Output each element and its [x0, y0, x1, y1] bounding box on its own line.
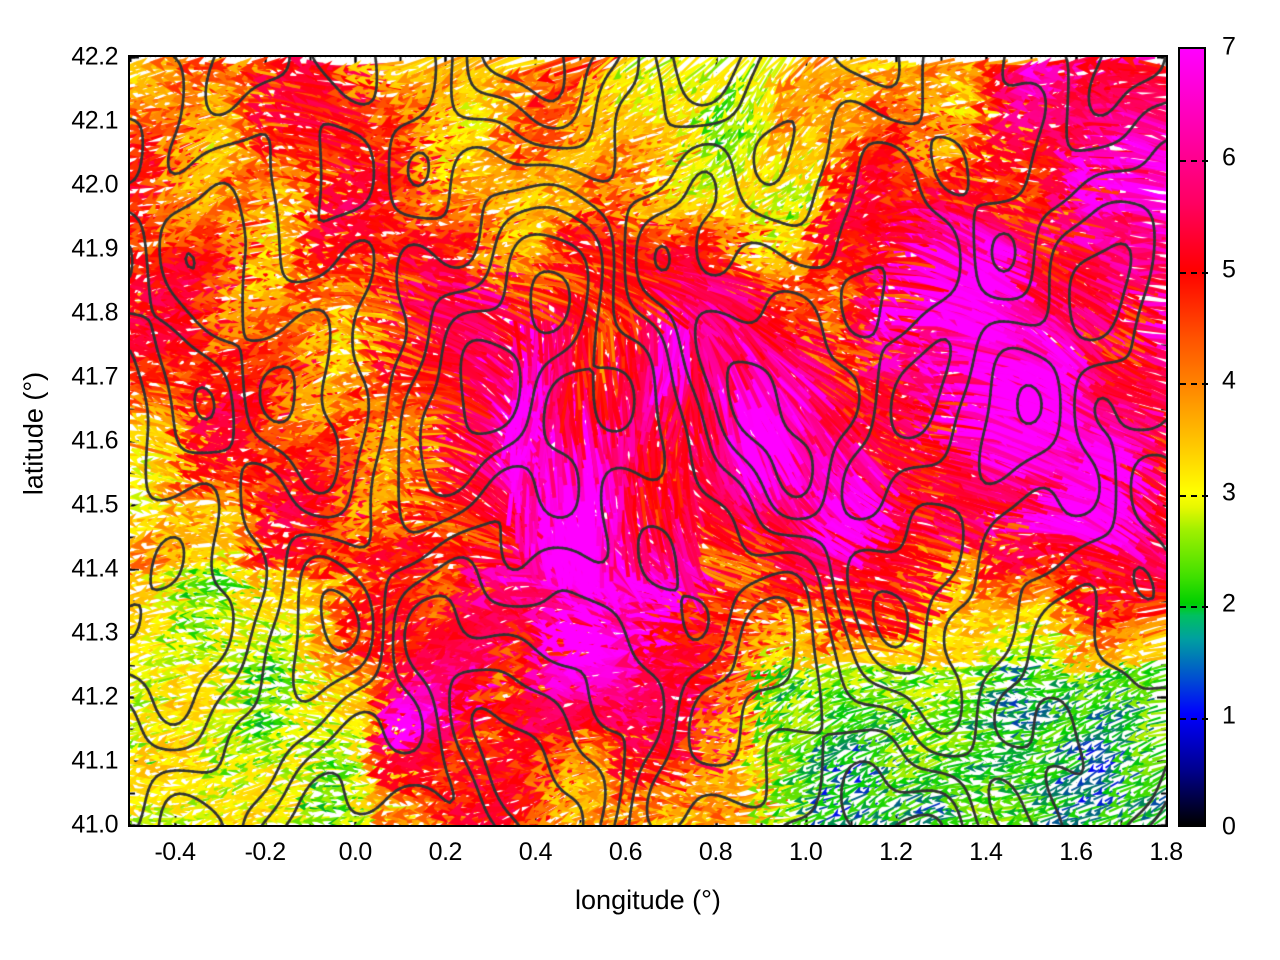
y-tick-label: 41.9: [71, 234, 118, 263]
colorbar-tick: [1180, 606, 1208, 609]
colorbar-tick-label: 5: [1222, 255, 1236, 284]
y-tick-label: 41.2: [71, 682, 118, 711]
colorbar-tick: [1180, 160, 1208, 163]
x-tick-label: -0.2: [244, 838, 287, 866]
colorbar-tick-label: 2: [1222, 589, 1236, 618]
x-tick-label: 0.6: [608, 838, 643, 866]
colorbar-tick-labels: 0 1 2 3 4 5 6 7: [1222, 33, 1262, 841]
y-tick-label: 41.0: [71, 810, 118, 839]
x-tick-label: 1.4: [969, 838, 1003, 866]
y-tick-label: 41.8: [71, 298, 118, 327]
colorbar-tick: [1180, 494, 1208, 497]
x-axis-title: longitude (°): [575, 885, 721, 915]
colorbar-tick-label: 6: [1222, 143, 1236, 172]
x-axis-tick-labels: -0.4 -0.2 0.0 0.2 0.4 0.6 0.8 1.0 1.2 1.4 1.6 1.8: [0, 838, 1280, 878]
x-tick-label: 1.6: [1059, 838, 1093, 866]
y-axis-title: latitude (°): [18, 371, 49, 496]
colorbar-tick-label: 1: [1222, 701, 1236, 730]
x-tick-label: 1.8: [1149, 838, 1183, 866]
x-tick-label: 0.4: [518, 838, 553, 866]
y-tick-label: 42.1: [71, 106, 118, 135]
colorbar-tick-label: 3: [1222, 478, 1236, 507]
x-tick-label: 0.8: [698, 838, 733, 866]
colorbar: [1178, 47, 1208, 827]
y-axis-tick-labels: 41.0 41.1 41.2 41.3 41.4 41.5 41.6 41.7 41.8 41.9…: [0, 0, 118, 960]
x-tick-label: 0.2: [428, 838, 463, 866]
x-tick-label: -0.4: [154, 838, 196, 866]
x-tick-label: 0.0: [338, 838, 373, 866]
y-tick-label: 41.3: [71, 618, 118, 647]
y-tick-label: 42.0: [71, 170, 118, 199]
colorbar-tick: [1180, 717, 1208, 720]
colorbar-gradient: [1178, 47, 1208, 827]
colorbar-tick-label: 0: [1222, 812, 1236, 841]
x-tick-label: 1.0: [789, 838, 823, 866]
x-tick-label: 1.2: [879, 838, 913, 866]
y-tick-label: 41.7: [71, 362, 118, 391]
colorbar-tick-label: 7: [1222, 32, 1236, 61]
y-tick-label: 41.5: [71, 490, 118, 519]
terrain-contour-layer: [130, 57, 1166, 825]
y-tick-label: 42.2: [71, 42, 118, 71]
y-tick-label: 41.6: [71, 426, 118, 455]
y-tick-label: 41.4: [71, 554, 118, 583]
y-tick-label: 41.1: [71, 746, 118, 775]
colorbar-tick: [1180, 383, 1208, 386]
colorbar-tick-label: 4: [1222, 366, 1236, 395]
colorbar-tick: [1180, 271, 1208, 274]
plot-area: [128, 55, 1168, 827]
